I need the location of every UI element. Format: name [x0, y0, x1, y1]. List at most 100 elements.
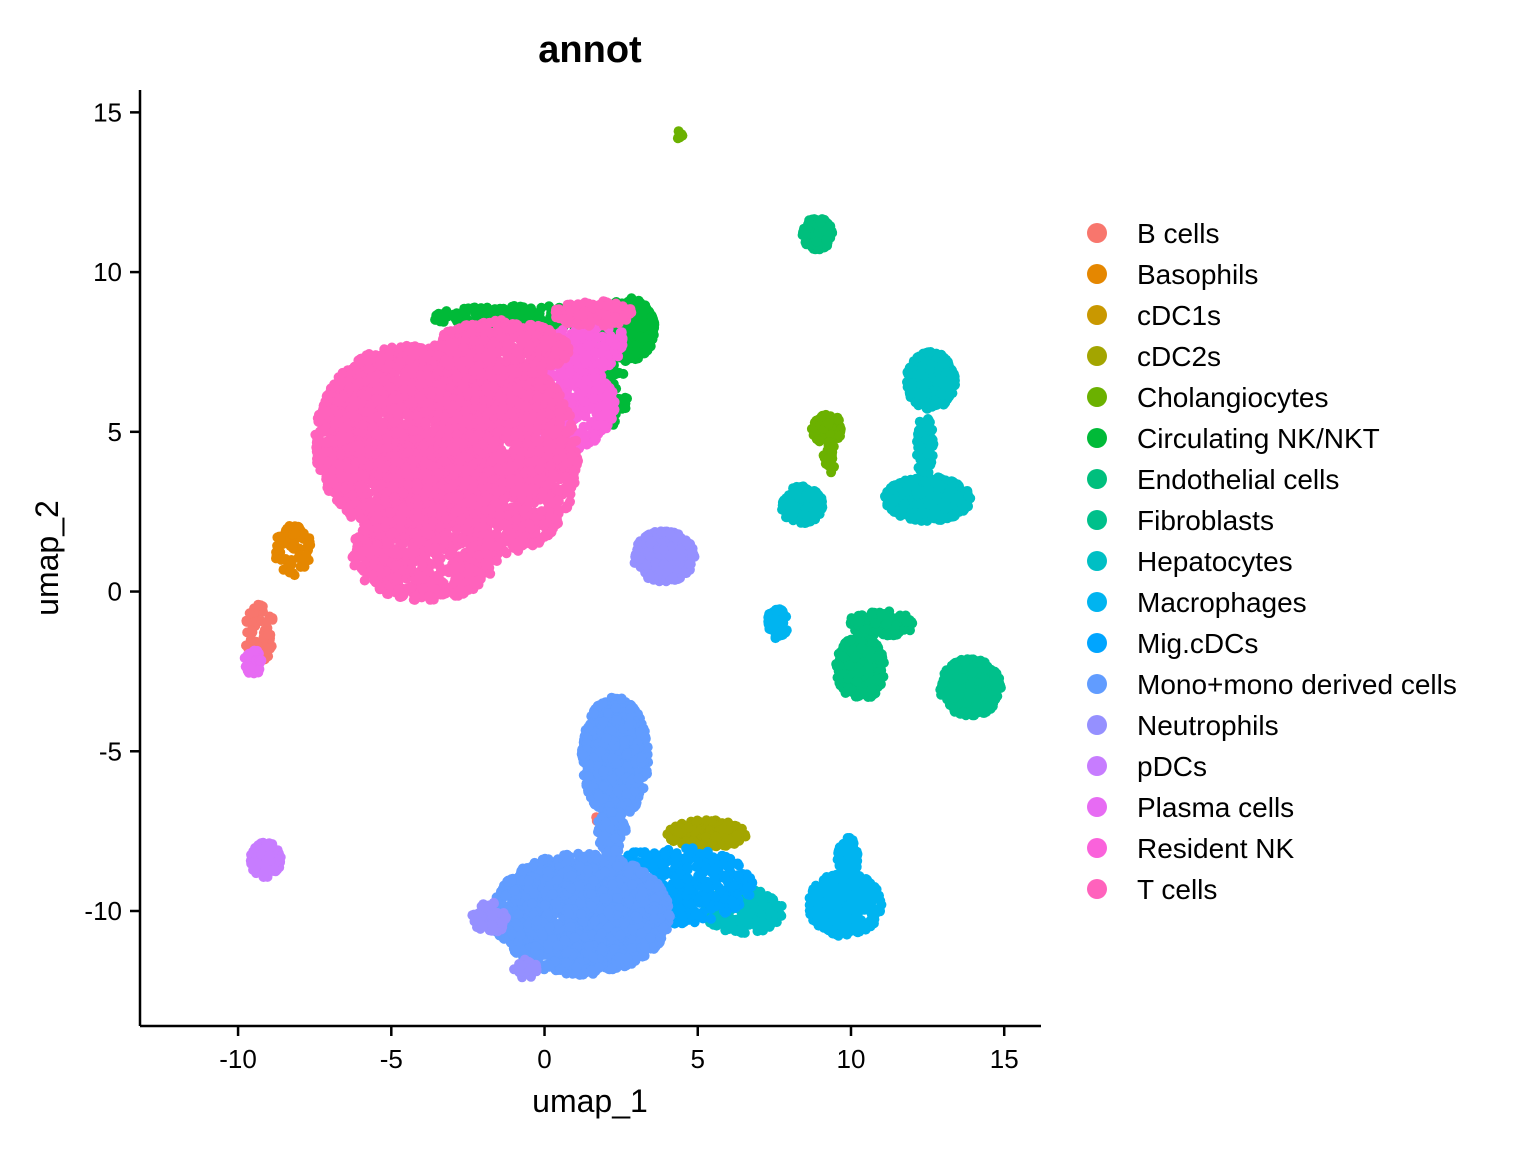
series-b-cells	[241, 599, 603, 899]
data-point	[991, 675, 1002, 686]
data-point	[677, 910, 688, 921]
data-point	[852, 616, 863, 627]
data-point	[727, 896, 738, 906]
data-point	[844, 660, 855, 671]
data-point	[814, 436, 825, 447]
data-point	[670, 852, 681, 863]
data-point	[842, 833, 853, 843]
data-point	[706, 816, 717, 827]
data-point	[703, 882, 714, 893]
data-point	[694, 912, 705, 923]
data-point	[693, 857, 704, 868]
data-point	[771, 605, 782, 616]
data-point	[781, 493, 792, 504]
data-point	[735, 924, 746, 935]
data-point	[684, 884, 695, 895]
data-point	[298, 554, 309, 564]
data-point	[853, 667, 864, 678]
data-point	[842, 636, 853, 647]
data-point	[717, 851, 728, 861]
data-point	[919, 460, 930, 471]
data-point	[834, 660, 845, 671]
data-point	[673, 827, 684, 838]
data-point	[241, 616, 252, 627]
data-point	[852, 848, 862, 859]
data-point	[286, 559, 297, 570]
data-point	[814, 503, 825, 514]
data-point	[716, 885, 727, 896]
data-point	[682, 873, 693, 884]
data-point	[628, 847, 639, 858]
data-point	[935, 480, 946, 491]
series-basophils	[271, 521, 316, 581]
data-point	[743, 916, 754, 926]
data-point	[763, 619, 774, 630]
data-point	[825, 893, 836, 903]
data-point	[960, 657, 971, 668]
data-point	[841, 869, 851, 880]
data-point	[915, 488, 926, 499]
data-point	[295, 561, 306, 572]
data-point	[856, 643, 867, 654]
data-point	[931, 490, 942, 500]
data-point	[972, 693, 982, 704]
data-point	[919, 383, 929, 394]
data-point	[813, 905, 824, 916]
data-point	[916, 418, 927, 429]
data-point	[957, 673, 968, 684]
data-point	[841, 926, 852, 937]
data-point	[631, 348, 642, 359]
data-point	[887, 484, 898, 495]
data-point	[682, 862, 693, 873]
data-point	[632, 321, 643, 332]
data-point	[520, 304, 531, 315]
data-point	[807, 487, 818, 498]
data-point	[635, 298, 646, 308]
data-point	[942, 668, 953, 679]
data-point	[873, 651, 884, 662]
data-point	[642, 343, 653, 354]
series-cdc2s	[662, 815, 751, 854]
data-point	[878, 671, 889, 682]
data-point	[639, 332, 650, 343]
data-point	[647, 311, 658, 322]
data-point	[742, 882, 753, 893]
data-point	[701, 892, 712, 903]
data-point	[963, 490, 974, 501]
data-point	[870, 618, 881, 629]
data-point	[954, 689, 965, 700]
data-point	[620, 394, 631, 405]
series-cholangiocytes	[672, 126, 846, 478]
data-point	[798, 229, 809, 239]
data-point	[765, 906, 776, 917]
data-point	[257, 601, 268, 612]
data-point	[244, 608, 255, 619]
series-endothelial-cells	[797, 214, 918, 702]
data-point	[835, 431, 845, 441]
data-point	[284, 521, 295, 531]
data-point	[833, 415, 844, 426]
data-point	[904, 362, 915, 373]
data-point	[731, 830, 742, 841]
data-point	[965, 680, 976, 691]
data-point	[955, 708, 966, 719]
data-point	[271, 553, 281, 564]
data-point	[717, 824, 728, 835]
data-point	[935, 684, 946, 695]
data-point	[811, 236, 822, 247]
data-point	[265, 643, 276, 654]
data-point	[773, 901, 784, 912]
series-cdc1s	[401, 569, 736, 849]
data-point	[657, 859, 667, 870]
data-point	[841, 686, 852, 697]
data-point	[815, 217, 826, 228]
data-point	[948, 493, 959, 504]
data-point	[290, 528, 301, 539]
data-point	[438, 315, 449, 326]
data-point	[835, 859, 846, 870]
data-point	[756, 916, 767, 927]
data-point	[905, 480, 916, 491]
data-point	[627, 328, 638, 339]
data-point	[692, 815, 703, 826]
data-point	[696, 873, 707, 884]
